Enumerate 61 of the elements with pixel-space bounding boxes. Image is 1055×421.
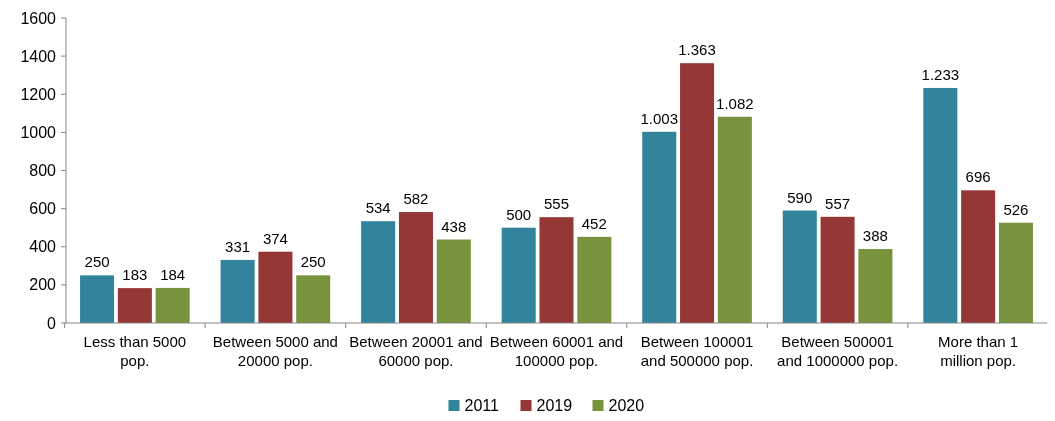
bar xyxy=(398,212,433,323)
y-tick-label: 1400 xyxy=(20,47,57,65)
data-label: 374 xyxy=(262,229,288,247)
bar xyxy=(642,131,677,323)
bar xyxy=(80,275,115,323)
y-tick-label: 0 xyxy=(47,314,57,332)
bar xyxy=(117,288,152,323)
x-tick-label: Between 5000 and 20000 pop. xyxy=(212,333,338,369)
data-label: 184 xyxy=(160,265,186,283)
x-tick-label: Less than 5000 pop. xyxy=(83,333,187,369)
y-tick-label: 400 xyxy=(29,238,57,256)
x-tick-label: Between 20001 and 60000 pop. xyxy=(349,333,483,369)
bar xyxy=(296,275,331,323)
bar xyxy=(577,236,612,323)
y-tick-label: 1600 xyxy=(20,9,57,27)
bar xyxy=(961,190,996,323)
y-tick-label: 600 xyxy=(29,200,57,218)
legend-label: 2019 xyxy=(536,397,573,414)
data-label: 590 xyxy=(787,188,813,206)
data-label: 500 xyxy=(506,205,532,223)
y-tick-label: 800 xyxy=(29,162,57,180)
bar xyxy=(361,221,396,323)
y-tick-label: 1000 xyxy=(20,123,57,141)
data-label: 696 xyxy=(965,168,991,186)
data-label: 452 xyxy=(581,214,607,232)
legend-label: 2011 xyxy=(464,397,500,414)
data-label: 183 xyxy=(122,266,148,284)
data-label: 534 xyxy=(365,199,391,217)
legend-label: 2020 xyxy=(608,397,645,414)
bar xyxy=(820,216,855,323)
x-tick-label: Between 60001 and 100000 pop. xyxy=(489,333,624,369)
bar xyxy=(998,222,1033,323)
data-label: 331 xyxy=(225,237,251,255)
y-tick-label: 1200 xyxy=(20,85,57,103)
data-label: 1.082 xyxy=(716,94,754,112)
bar xyxy=(220,259,255,323)
bar xyxy=(155,287,190,323)
data-label: 388 xyxy=(862,227,888,245)
data-label: 250 xyxy=(84,253,110,271)
data-label: 1.003 xyxy=(640,109,679,127)
bar xyxy=(923,87,958,323)
data-label: 557 xyxy=(825,194,851,212)
bar xyxy=(539,217,574,323)
bar xyxy=(501,227,536,323)
data-label: 1.233 xyxy=(921,65,960,83)
x-tick-label: Between 500001 and 1000000 pop. xyxy=(777,333,899,369)
data-label: 526 xyxy=(1003,200,1029,218)
data-label: 1.363 xyxy=(678,41,716,59)
bar xyxy=(436,239,471,323)
bar xyxy=(782,210,817,323)
data-label: 582 xyxy=(403,190,429,208)
x-tick-label: Between 100001 and 500000 pop. xyxy=(640,333,754,369)
x-tick-label: More than 1 million pop. xyxy=(938,333,1019,369)
data-label: 438 xyxy=(441,217,467,235)
bar xyxy=(717,116,752,323)
bar xyxy=(858,249,893,323)
data-label: 555 xyxy=(543,195,570,213)
data-label: 250 xyxy=(300,253,326,271)
y-tick-label: 200 xyxy=(29,276,57,294)
bar xyxy=(680,63,715,323)
bar xyxy=(258,251,293,323)
